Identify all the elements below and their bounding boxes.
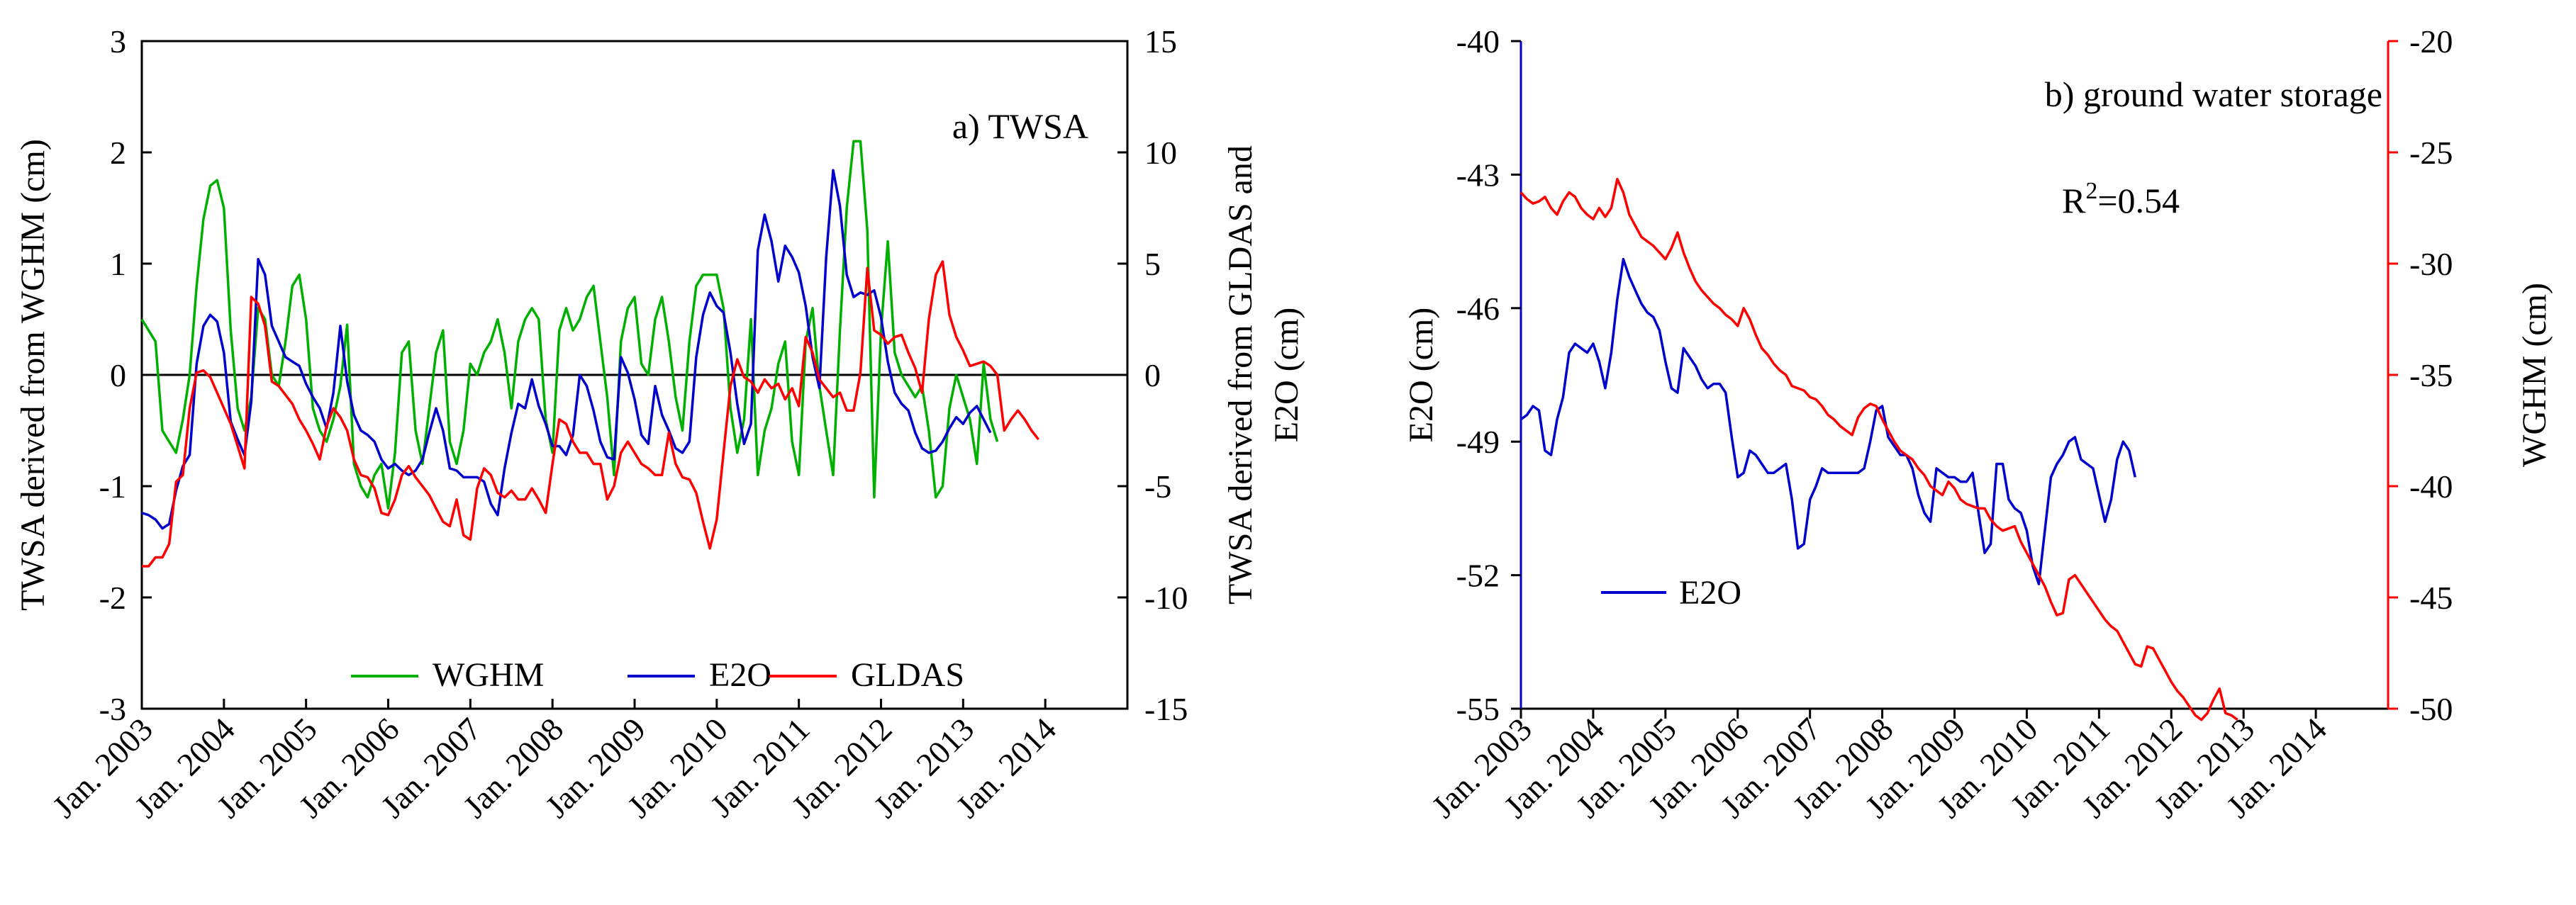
legend-label-wghm: WGHM	[433, 656, 544, 694]
left-y-tick-label: -40	[1456, 23, 1500, 60]
right-y-tick-label: -20	[2409, 23, 2453, 60]
right-y-tick-label: 5	[1144, 246, 1161, 282]
series-line-wghm	[140, 140, 999, 510]
left-y-tick-label: -46	[1456, 291, 1500, 327]
chart-title: a) TWSA	[952, 106, 1088, 146]
right-y-tick-label: -40	[2409, 468, 2453, 505]
left-y-axis-title: TWSA derived from WGHM (cm)	[14, 139, 52, 611]
left-y-axis-title: E2O (cm)	[1403, 308, 1440, 443]
legend-label-gldas: GLDAS	[851, 656, 964, 694]
panel-b-groundwater-chart: -40-43-46-49-52-55-20-25-30-35-40-45-50J…	[1403, 23, 2553, 825]
right-y-tick-label: -5	[1144, 468, 1171, 505]
series-line-gldas	[142, 260, 1039, 568]
left-y-tick-label: -2	[99, 580, 126, 616]
left-y-tick-label: -3	[99, 691, 126, 727]
chart-title: b) ground water storage	[2045, 74, 2382, 114]
right-y-tick-label: -15	[1144, 691, 1188, 727]
right-y-tick-label: -35	[2409, 357, 2453, 393]
series-line-e2o	[141, 169, 992, 530]
right-y-tick-label: -45	[2409, 580, 2453, 616]
right-y-axis-title-line1: TWSA derived from GLDAS and	[1222, 145, 1259, 605]
right-y-axis-title: WGHM (cm)	[2516, 283, 2553, 467]
left-y-tick-label: -1	[99, 468, 126, 505]
right-y-tick-label: 10	[1144, 135, 1177, 171]
left-y-tick-label: 2	[110, 135, 126, 171]
right-y-axis-title-line2: E2O (cm)	[1268, 308, 1305, 443]
left-y-tick-label: 3	[110, 23, 126, 60]
legend-label-e2o: E2O	[709, 656, 771, 694]
right-y-tick-label: -10	[1144, 580, 1188, 616]
left-y-tick-label: -52	[1456, 558, 1500, 594]
r-squared-annotation: R2=0.54	[2062, 178, 2180, 220]
left-y-tick-label: -49	[1456, 424, 1500, 460]
left-y-tick-label: 0	[110, 357, 126, 393]
right-y-tick-label: 0	[1144, 357, 1161, 393]
legend-label-e2o: E2O	[1679, 574, 1741, 612]
left-y-tick-label: -55	[1456, 691, 1500, 727]
right-y-tick-label: -50	[2409, 691, 2453, 727]
left-y-tick-label: -43	[1456, 157, 1500, 193]
series-line-e2o	[1520, 257, 2137, 585]
right-y-tick-label: 15	[1144, 23, 1177, 60]
right-y-tick-label: -25	[2409, 135, 2453, 171]
series-line-wghm	[1520, 177, 2238, 721]
left-y-tick-label: 1	[110, 246, 126, 282]
right-y-tick-label: -30	[2409, 246, 2453, 282]
